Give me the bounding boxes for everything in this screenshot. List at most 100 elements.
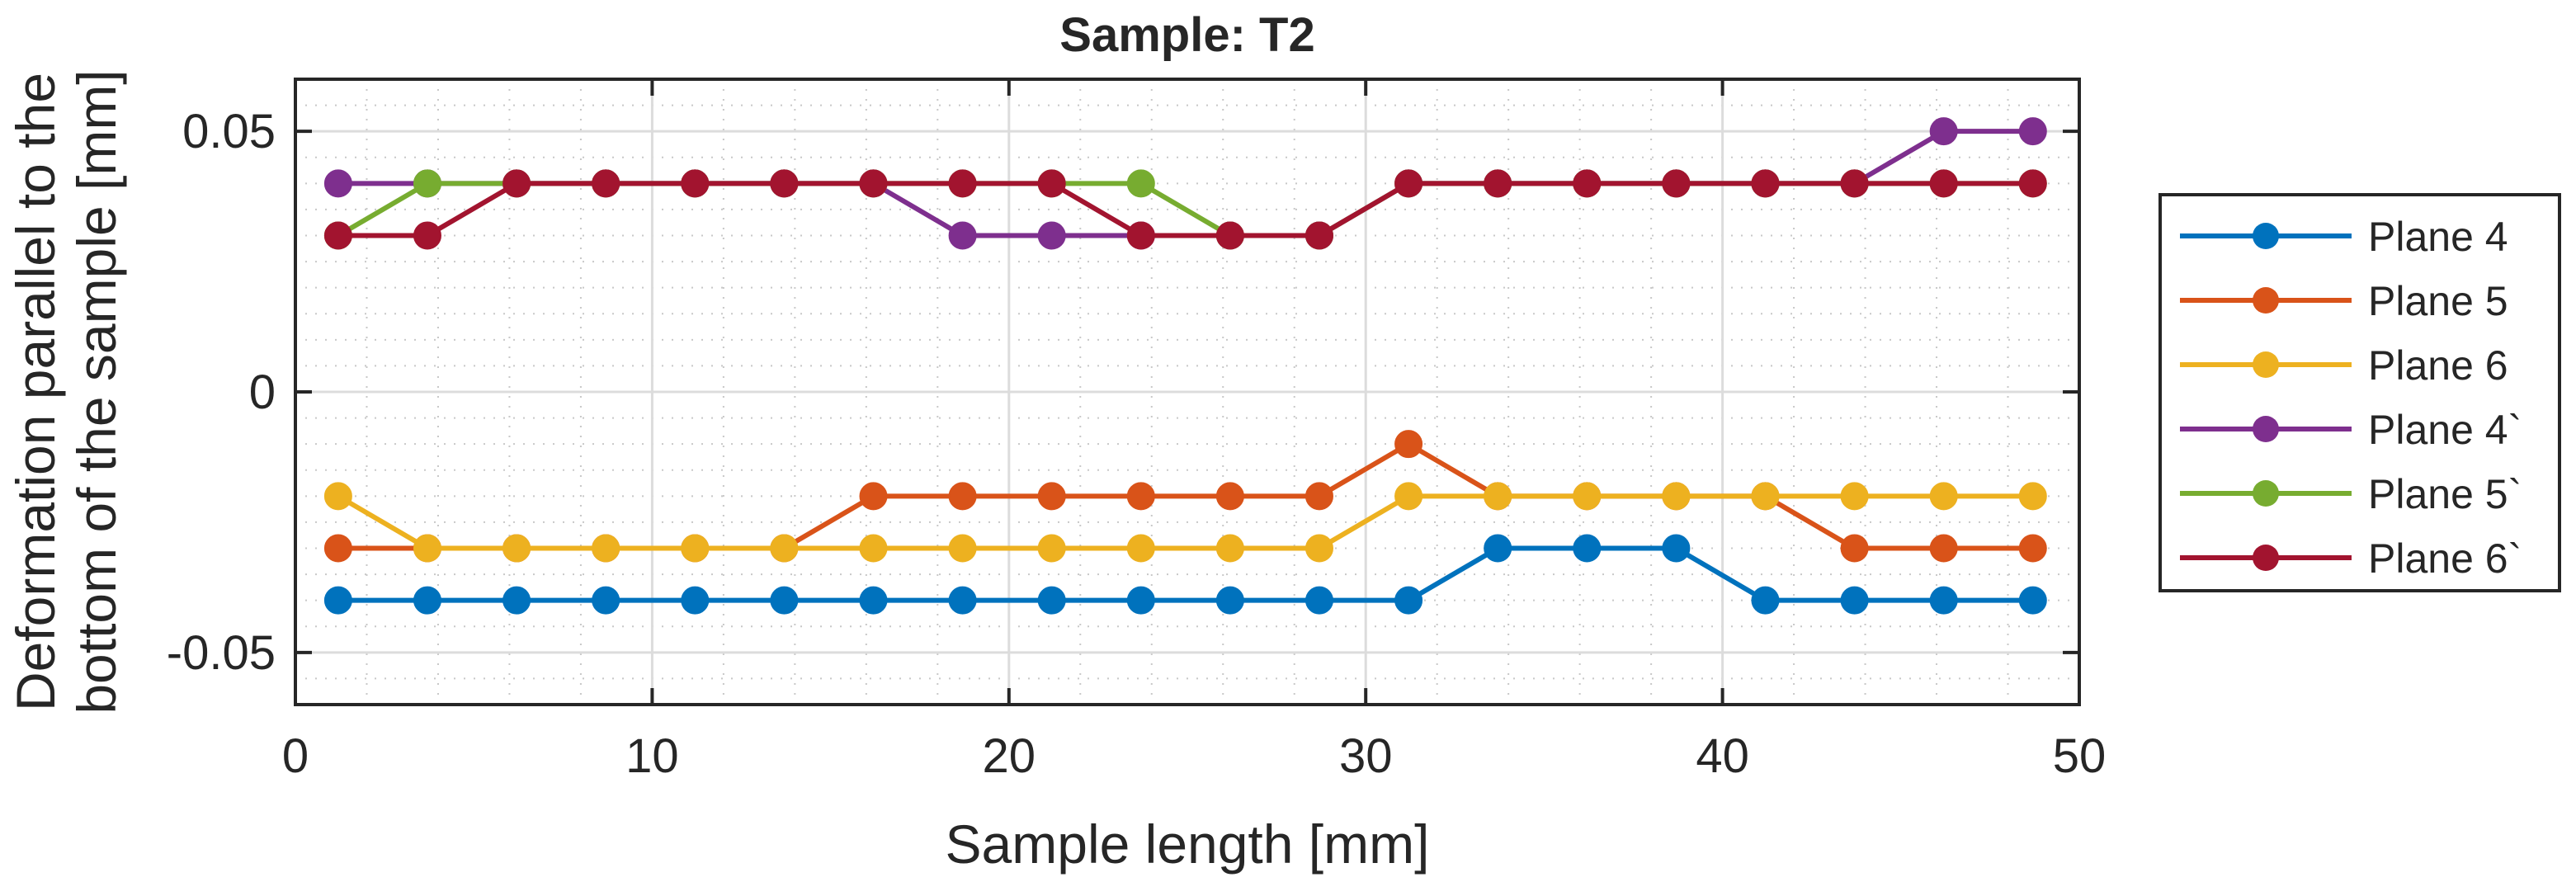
legend-label-plane-4: Plane 4 xyxy=(2368,214,2508,260)
data-point-plane-4 xyxy=(502,586,531,615)
data-point-plane-6 xyxy=(1215,534,1244,563)
data-point-plane-6 xyxy=(770,534,799,563)
data-point-plane-6 xyxy=(770,169,799,198)
data-point-plane-4 xyxy=(948,586,977,615)
data-point-plane-6 xyxy=(1484,169,1512,198)
legend-item-plane-4: Plane 4 xyxy=(2180,214,2508,260)
data-point-plane-6 xyxy=(2018,169,2047,198)
data-point-plane-6 xyxy=(1215,221,1244,250)
x-tick-label: 30 xyxy=(1339,729,1393,783)
data-point-plane-4 xyxy=(1484,534,1512,563)
data-point-plane-4 xyxy=(1037,586,1066,615)
data-point-plane-6 xyxy=(859,169,888,198)
data-point-plane-5 xyxy=(1126,482,1155,511)
legend-label-plane-6: Plane 6` xyxy=(2368,535,2522,582)
series-line-plane-6 xyxy=(337,181,2033,238)
data-point-plane-6 xyxy=(1929,169,1958,198)
chart-title: Sample: T2 xyxy=(1059,8,1314,62)
data-point-plane-6 xyxy=(1662,482,1691,511)
data-point-plane-4 xyxy=(2018,586,2047,615)
x-tick-label: 50 xyxy=(2053,729,2107,783)
x-tick-label: 10 xyxy=(625,729,679,783)
data-point-plane-4 xyxy=(1929,586,1958,615)
data-point-plane-6 xyxy=(681,534,710,563)
data-point-plane-4 xyxy=(2018,117,2047,146)
data-point-plane-4 xyxy=(1929,117,1958,146)
data-point-plane-6 xyxy=(592,169,620,198)
data-point-plane-6 xyxy=(1394,482,1423,511)
y-tick-label: 0 xyxy=(249,365,276,419)
data-point-plane-6 xyxy=(1484,482,1512,511)
data-point-plane-4 xyxy=(1215,586,1244,615)
data-point-plane-6 xyxy=(948,534,977,563)
data-point-plane-4 xyxy=(1840,586,1869,615)
data-point-plane-6 xyxy=(1573,169,1602,198)
data-point-plane-5 xyxy=(1840,534,1869,563)
series-plane-6 xyxy=(323,169,2047,250)
data-point-plane-4 xyxy=(592,586,620,615)
data-point-plane-5 xyxy=(948,482,977,511)
x-axis-label: Sample length [mm] xyxy=(946,813,1430,875)
data-point-plane-6 xyxy=(948,169,977,198)
data-point-plane-6 xyxy=(592,534,620,563)
data-point-plane-6 xyxy=(413,221,441,250)
data-point-plane-4 xyxy=(1305,586,1333,615)
data-point-plane-5 xyxy=(1929,534,1958,563)
series-layer xyxy=(323,117,2047,615)
data-point-plane-6 xyxy=(1037,534,1066,563)
legend-marker-plane-6 xyxy=(2253,545,2279,571)
data-point-plane-4 xyxy=(1037,221,1066,250)
legend: Plane 4 Plane 5 Plane 6 Plane 4` Plane 5` Pla… xyxy=(2158,193,2561,592)
legend-marker-plane-4 xyxy=(2253,416,2279,442)
data-point-plane-6 xyxy=(859,534,888,563)
data-point-plane-4 xyxy=(323,169,352,198)
data-point-plane-6 xyxy=(323,221,352,250)
x-tick-label: 20 xyxy=(983,729,1036,783)
data-point-plane-6 xyxy=(2018,482,2047,511)
data-point-plane-4 xyxy=(413,586,441,615)
x-tick-label: 0 xyxy=(282,729,309,783)
data-point-plane-6 xyxy=(1929,482,1958,511)
data-point-plane-6 xyxy=(1305,221,1333,250)
data-point-plane-5 xyxy=(323,534,352,563)
y-tick-label: -0.05 xyxy=(167,626,276,680)
legend-marker-plane-5 xyxy=(2253,480,2279,507)
data-point-plane-5 xyxy=(413,169,441,198)
data-point-plane-4 xyxy=(1751,586,1780,615)
legend-marker-plane-5 xyxy=(2253,287,2279,314)
legend-marker-plane-6 xyxy=(2253,351,2279,378)
series-plane-6 xyxy=(323,482,2047,563)
y-axis-label: Deformation parallel to the bottom of th… xyxy=(5,69,127,714)
data-point-plane-5 xyxy=(1394,430,1423,459)
legend-item-plane-4: Plane 4` xyxy=(2180,407,2522,453)
data-point-plane-4 xyxy=(681,586,710,615)
legend-marker-plane-4 xyxy=(2253,223,2279,249)
data-point-plane-5 xyxy=(1305,482,1333,511)
data-point-plane-6 xyxy=(1126,534,1155,563)
data-point-plane-6 xyxy=(1394,169,1423,198)
data-point-plane-4 xyxy=(1662,534,1691,563)
data-point-plane-4 xyxy=(770,586,799,615)
data-point-plane-4 xyxy=(1126,586,1155,615)
data-point-plane-6 xyxy=(1840,482,1869,511)
data-point-plane-4 xyxy=(1573,534,1602,563)
ticks-layer: 0 10 20 30 40 500.050-0.05 xyxy=(167,79,2106,783)
data-point-plane-6 xyxy=(681,169,710,198)
data-point-plane-6 xyxy=(502,534,531,563)
data-point-plane-6 xyxy=(323,482,352,511)
legend-item-plane-6: Plane 6` xyxy=(2180,535,2522,582)
data-point-plane-6 xyxy=(1751,169,1780,198)
data-point-plane-6 xyxy=(1037,169,1066,198)
series-line-plane-6 xyxy=(337,493,2033,551)
y-axis-label-line-2: bottom of the sample [mm] xyxy=(66,69,127,714)
data-point-plane-6 xyxy=(413,534,441,563)
legend-label-plane-5: Plane 5` xyxy=(2368,471,2522,517)
data-point-plane-6 xyxy=(1840,169,1869,198)
legend-label-plane-4: Plane 4` xyxy=(2368,407,2522,453)
legend-label-plane-6: Plane 6 xyxy=(2368,342,2508,389)
data-point-plane-6 xyxy=(1126,221,1155,250)
x-tick-label: 40 xyxy=(1696,729,1749,783)
data-point-plane-6 xyxy=(1573,482,1602,511)
